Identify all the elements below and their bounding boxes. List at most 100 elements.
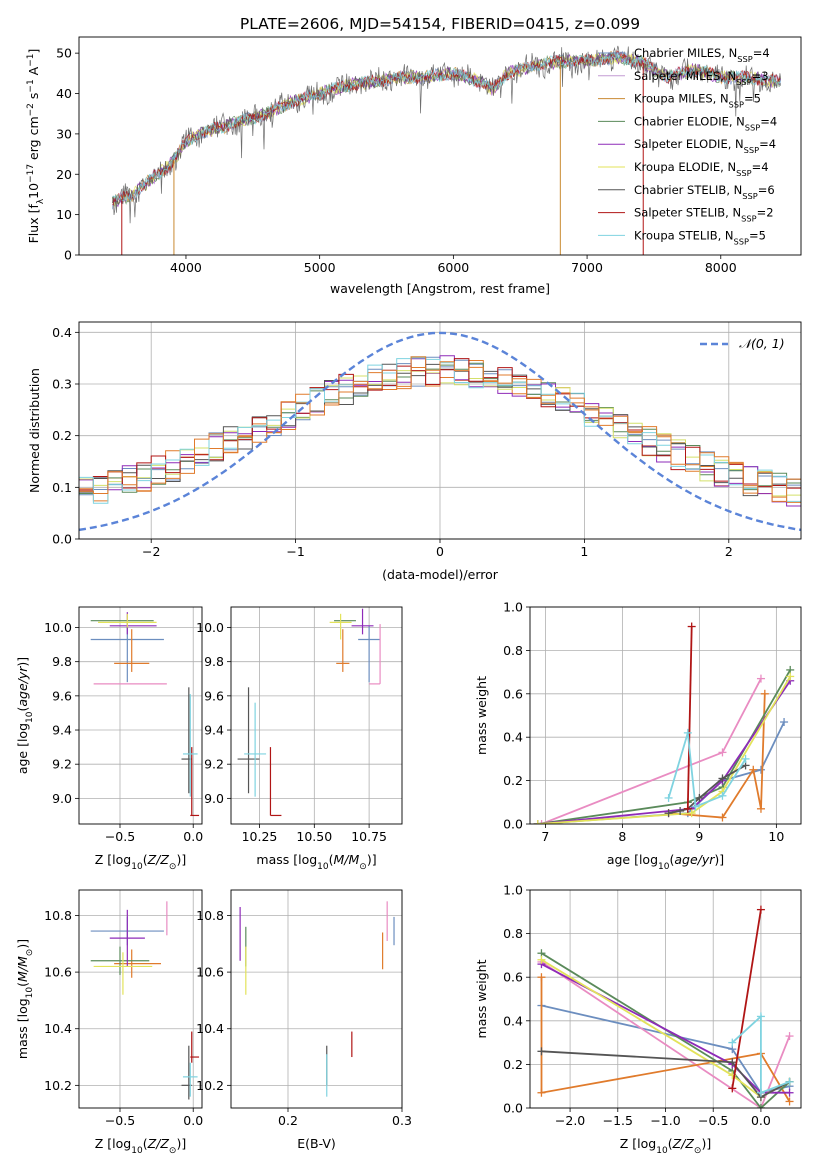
x-axis-label: mass [log10(M/M⊙)] — [256, 852, 376, 872]
ticks: 4000 5000 6000 7000 8000 0 10 20 30 40 50 — [56, 46, 737, 275]
weight-marker — [728, 1058, 737, 1067]
y-tick-label: 10.4 — [196, 1021, 224, 1036]
plots-layer: 4000 5000 6000 7000 800001020304050wavelengt… — [15, 36, 802, 1156]
weight-marker — [537, 820, 546, 824]
plot-area — [537, 905, 794, 1108]
weight-marker — [756, 1104, 765, 1108]
y-tick-label: 10.6 — [44, 965, 72, 980]
weight-series-6 — [668, 764, 747, 814]
y-tick-label: 0.4 — [503, 730, 523, 745]
grid — [231, 890, 403, 1108]
axes-frame — [78, 321, 802, 540]
grid — [79, 607, 202, 824]
spectrum-series-5 — [112, 51, 781, 207]
errorbar-point-3 — [90, 946, 150, 975]
weight-marker — [718, 748, 727, 757]
y-tick-label: 0 — [64, 248, 72, 263]
x-tick-label: 5000 — [304, 260, 336, 275]
weight-series-3 — [541, 952, 791, 1108]
legend: 𝒩(0, 1) — [700, 336, 785, 351]
legend-label: Salpeter STELIB, NSSP=2 — [634, 206, 774, 224]
errorbar-point-8 — [244, 702, 267, 797]
y-tick-label: 9.4 — [204, 723, 224, 738]
y-axis-label: age [log10(age/yr)] — [15, 657, 35, 774]
weight-marker — [785, 1097, 794, 1106]
axes-frame — [529, 606, 802, 825]
ticks: −2.0 −1.5 −1.0 −0.5 0.0 0.0 0.2 0.4 0.6 0.8 1.0 — [503, 883, 771, 1129]
legend-label: Chabrier STELIB, NSSP=6 — [634, 183, 775, 201]
errorbar-point-5 — [98, 613, 157, 628]
x-axis-label: Z [log10(Z/Z⊙)] — [620, 1136, 711, 1156]
x-axis-label: Z [log10(Z/Z⊙)] — [95, 1136, 186, 1156]
y-tick-label: 10.2 — [196, 1078, 224, 1093]
y-tick-label: 0.3 — [52, 377, 72, 392]
errorbar-point-8 — [182, 694, 198, 797]
y-tick-label: 9.2 — [52, 757, 72, 772]
x-tick-label: 0.0 — [183, 1113, 203, 1128]
weight-marker — [718, 791, 727, 800]
weight-marker — [760, 689, 769, 698]
x-tick-label: −1.5 — [603, 1113, 633, 1128]
x-tick-label: −0.5 — [698, 1113, 728, 1128]
weight-series-5 — [537, 675, 791, 824]
y-tick-label: 9.0 — [52, 791, 72, 806]
plot-area — [90, 901, 200, 1100]
y-tick-label: 0.0 — [52, 532, 72, 547]
weight-marker — [664, 793, 673, 802]
x-tick-label: 0.3 — [392, 1113, 412, 1128]
x-tick-label: 10.50 — [296, 829, 332, 844]
plot-area — [79, 331, 801, 532]
y-tick-label: 9.8 — [204, 654, 224, 669]
legend-label: Chabrier ELODIE, NSSP=4 — [634, 114, 777, 132]
weight-series-1 — [541, 961, 791, 1108]
errorbar-point-4 — [109, 612, 157, 635]
y-tick-label: 0.4 — [503, 1013, 523, 1028]
y-tick-label: 9.6 — [204, 688, 224, 703]
errorbar-point-7 — [269, 747, 282, 817]
legend-label: Chabrier MILES, NSSP=4 — [634, 46, 770, 64]
y-tick-label: 1.0 — [503, 600, 523, 615]
weight-series-7 — [686, 626, 693, 809]
x-tick-label: −1 — [286, 544, 304, 559]
x-tick-label: 10.75 — [351, 829, 387, 844]
errorbar-point-2 — [336, 629, 350, 672]
y-axis-label: mass [log10(M/M⊙)] — [15, 939, 35, 1059]
y-tick-label: 10.0 — [44, 620, 72, 635]
errorbar-point-5 — [329, 613, 352, 640]
y-tick-label: 9.6 — [52, 688, 72, 703]
x-tick-label: 10.25 — [242, 829, 278, 844]
ticks: −0.5 0.0 9.0 9.2 9.4 9.6 9.8 10.0 — [44, 620, 203, 844]
weight-marker — [664, 809, 673, 818]
plot-area — [112, 45, 782, 255]
x-tick-label: 2 — [725, 544, 733, 559]
x-tick-label: 9 — [695, 829, 703, 844]
weight-series-8 — [731, 1014, 790, 1095]
weight-marker — [749, 765, 758, 774]
panel-mass-vs-EBV: 0.2 0.3 10.2 10.4 10.6 10.8 E(B-V) — [196, 889, 412, 1151]
errorbar-point-7 — [190, 1031, 200, 1063]
plot-area — [90, 612, 200, 817]
errorbar-point-4 — [109, 909, 145, 967]
errorbar-point-7 — [190, 747, 200, 817]
weight-marker — [756, 1088, 765, 1097]
x-tick-label: −0.5 — [105, 1113, 135, 1128]
weight-marker — [683, 728, 692, 737]
axes-frame — [230, 606, 403, 825]
axes-frame — [78, 889, 203, 1109]
panel-age-vs-Z: −0.5 0.0 9.0 9.2 9.4 9.6 9.8 10.0 Z [log10(Z/Z⊙)… — [15, 606, 203, 872]
grid — [79, 890, 202, 1108]
x-tick-label: 0 — [436, 544, 444, 559]
x-tick-label: 1 — [580, 544, 588, 559]
panel-weight-vs-Z: −2.0 −1.5 −1.0 −0.5 0.0 0.0 0.2 0.4 0.6 0.8 1.0 Z [… — [474, 883, 802, 1156]
y-tick-label: 9.4 — [52, 723, 72, 738]
weight-marker — [537, 955, 546, 964]
ticks: −2 −1 0 1 2 0.0 0.1 0.2 0.3 0.4 — [52, 325, 733, 559]
weight-marker — [785, 1088, 794, 1097]
weight-marker — [537, 973, 546, 982]
x-tick-label: −2 — [142, 544, 160, 559]
axes-frame — [78, 606, 203, 825]
x-tick-label: 10 — [768, 829, 784, 844]
y-tick-label: 0.6 — [503, 970, 523, 985]
y-tick-label: 0.0 — [503, 817, 523, 832]
weight-marker — [695, 793, 704, 802]
